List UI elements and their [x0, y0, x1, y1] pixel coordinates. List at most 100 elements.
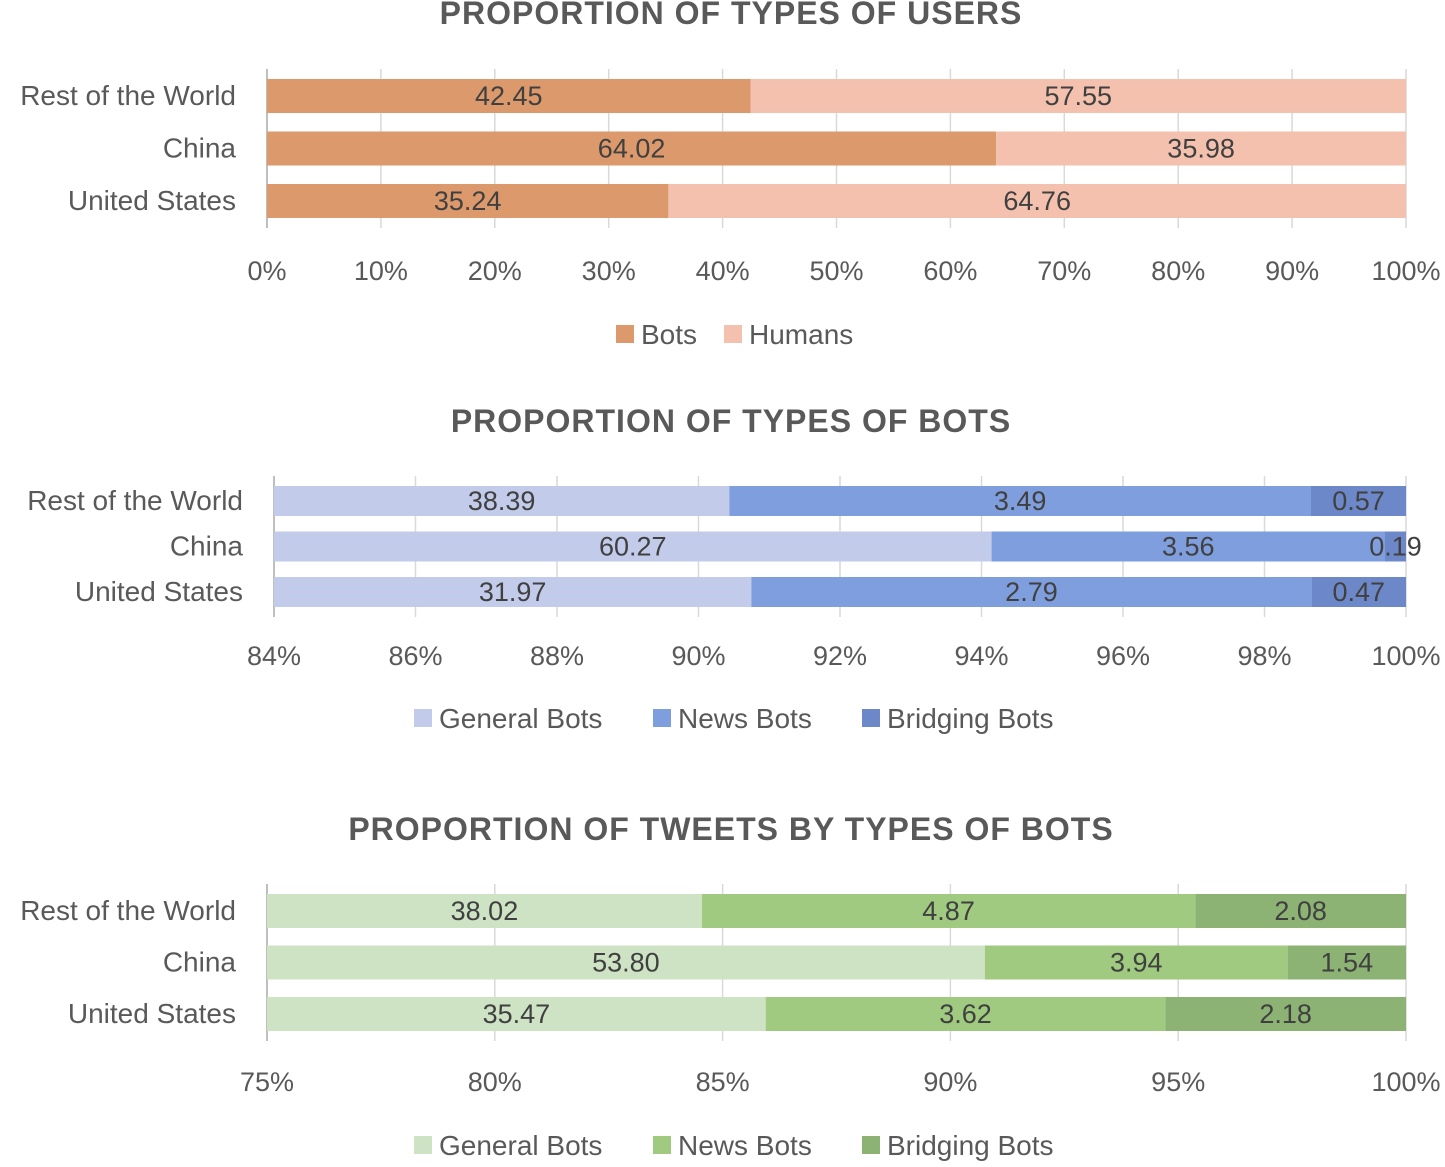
data-label: 3.62 [939, 999, 992, 1029]
data-label: 60.27 [599, 532, 667, 562]
x-tick-label: 60% [923, 256, 977, 286]
category-label-rest-of-the-world: Rest of the World [20, 895, 236, 926]
bar-general-bots-china [274, 531, 992, 562]
x-tick-label: 100% [1371, 256, 1440, 286]
category-label-china: China [170, 531, 244, 562]
data-label: 0.47 [1333, 577, 1386, 607]
chart-1: PROPORTION OF TYPES OF USERS 0% 10% 20% 30% 4… [20, 0, 1440, 350]
x-tick-label: 100% [1371, 1067, 1440, 1097]
x-tick-label: 90% [671, 641, 725, 671]
bar-news-bots-united-states [765, 997, 1166, 1031]
bar-humans-rest-of-the-world [750, 79, 1406, 113]
data-label: 0.57 [1332, 486, 1385, 516]
x-tick-label: 50% [809, 256, 863, 286]
bar-bridging-bots-china [1287, 945, 1406, 980]
data-label: 3.56 [1162, 532, 1215, 562]
data-label: 2.08 [1274, 896, 1327, 926]
data-label: 35.47 [483, 999, 551, 1029]
legend-label-humans: Humans [749, 319, 853, 350]
data-label: 1.54 [1321, 948, 1374, 978]
chart-3: PROPORTION OF TWEETS BY TYPES OF BOTS 75%… [20, 811, 1440, 1161]
data-label: 38.39 [468, 486, 536, 516]
x-tick-label: 80% [468, 1067, 522, 1097]
x-tick-label: 84% [247, 641, 301, 671]
bar-general-bots-china [267, 945, 985, 980]
legend-swatch-general-bots [414, 1136, 432, 1154]
x-tick-label: 80% [1151, 256, 1205, 286]
bar-general-bots-rest-of-the-world [274, 486, 730, 516]
legend-swatch-bots [616, 325, 634, 343]
data-label: 35.98 [1167, 134, 1235, 164]
bar-bots-rest-of-the-world [267, 79, 751, 113]
x-tick-label: 70% [1037, 256, 1091, 286]
bar-humans-china [996, 131, 1406, 166]
x-tick-label: 92% [813, 641, 867, 671]
category-label-china: China [163, 133, 237, 164]
bar-bridging-bots-united-states [1311, 577, 1406, 607]
data-label: 57.55 [1044, 81, 1112, 111]
x-tick-label: 40% [696, 256, 750, 286]
x-tick-label: 100% [1371, 641, 1440, 671]
legend-label-general-bots: General Bots [439, 1130, 602, 1161]
x-tick-label: 0% [247, 256, 286, 286]
bar-bots-china [267, 131, 997, 166]
bar-news-bots-united-states [751, 577, 1312, 607]
chart-2: PROPORTION OF TYPES OF BOTS 84% 86% 88% 90% 9… [27, 403, 1440, 734]
category-label-china: China [163, 947, 237, 978]
bar-bridging-bots-rest-of-the-world [1195, 894, 1406, 928]
chart-title: PROPORTION OF TYPES OF BOTS [451, 403, 1011, 439]
x-tick-label: 95% [1151, 1067, 1205, 1097]
bar-humans-united-states [668, 184, 1406, 218]
bar-general-bots-united-states [267, 997, 766, 1031]
x-tick-label: 10% [354, 256, 408, 286]
bar-general-bots-united-states [274, 577, 752, 607]
category-label-united-states: United States [68, 998, 236, 1029]
bar-bots-united-states [267, 184, 669, 218]
x-tick-label: 96% [1096, 641, 1150, 671]
legend-swatch-humans [724, 325, 742, 343]
legend-swatch-bridging-bots [862, 1136, 880, 1154]
bar-general-bots-rest-of-the-world [267, 894, 702, 928]
x-tick-label: 94% [954, 641, 1008, 671]
x-tick-label: 98% [1237, 641, 1291, 671]
data-label: 2.79 [1005, 577, 1058, 607]
legend-label-bridging-bots: Bridging Bots [887, 703, 1054, 734]
chart-title: PROPORTION OF TYPES OF USERS [440, 0, 1023, 31]
x-tick-label: 90% [1265, 256, 1319, 286]
legend-swatch-news-bots [653, 1136, 671, 1154]
data-label: 42.45 [475, 81, 543, 111]
category-label-united-states: United States [68, 185, 236, 216]
legend-swatch-general-bots [414, 709, 432, 727]
data-label: 64.02 [598, 134, 666, 164]
legend-label-news-bots: News Bots [678, 703, 812, 734]
x-tick-label: 30% [582, 256, 636, 286]
bar-news-bots-china [984, 945, 1288, 980]
category-label-rest-of-the-world: Rest of the World [27, 485, 243, 516]
bar-bridging-bots-united-states [1165, 997, 1406, 1031]
legend-label-news-bots: News Bots [678, 1130, 812, 1161]
legend-swatch-bridging-bots [862, 709, 880, 727]
category-label-rest-of-the-world: Rest of the World [20, 80, 236, 111]
legend-label-bots: Bots [641, 319, 697, 350]
data-label: 38.02 [451, 896, 519, 926]
chart-title: PROPORTION OF TWEETS BY TYPES OF BOTS [348, 811, 1113, 847]
category-label-united-states: United States [75, 576, 243, 607]
data-label: 0.19 [1369, 532, 1422, 562]
data-label: 31.97 [479, 577, 547, 607]
data-label: 2.18 [1259, 999, 1312, 1029]
bar-bridging-bots-rest-of-the-world [1311, 486, 1406, 516]
data-label: 3.94 [1110, 948, 1163, 978]
data-label: 35.24 [434, 186, 502, 216]
x-tick-label: 90% [923, 1067, 977, 1097]
x-tick-label: 85% [696, 1067, 750, 1097]
x-tick-label: 20% [468, 256, 522, 286]
x-tick-label: 88% [530, 641, 584, 671]
legend-label-general-bots: General Bots [439, 703, 602, 734]
bar-news-bots-china [991, 531, 1386, 562]
bar-bridging-bots-china [1385, 531, 1406, 562]
data-label: 53.80 [592, 948, 660, 978]
data-label: 4.87 [922, 896, 975, 926]
data-label: 64.76 [1003, 186, 1071, 216]
bar-news-bots-rest-of-the-world [729, 486, 1311, 516]
